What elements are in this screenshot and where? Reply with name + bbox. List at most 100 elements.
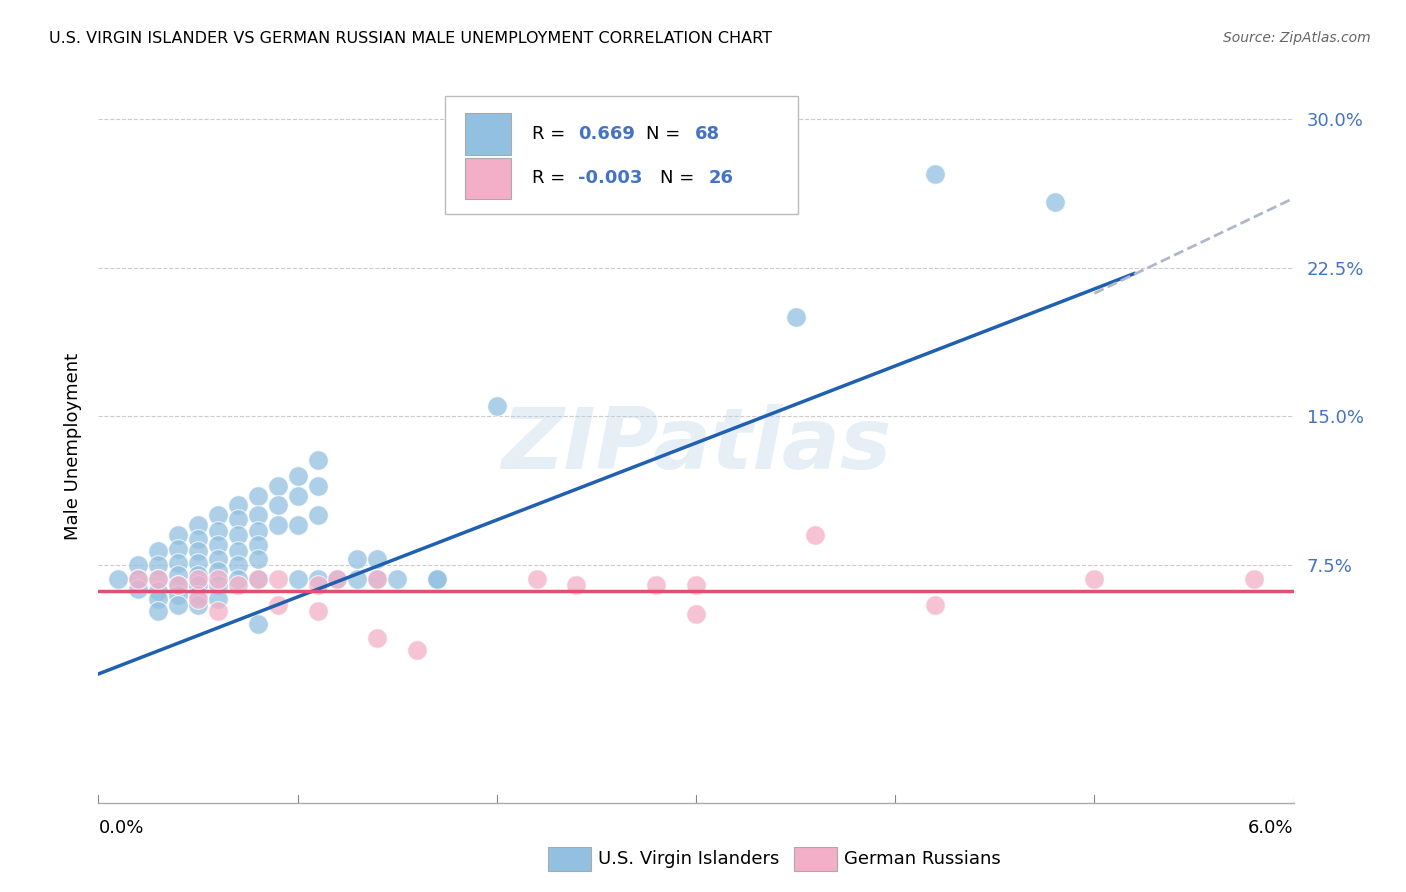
Point — [207, 564, 229, 578]
Point — [167, 598, 190, 612]
Text: German Russians: German Russians — [844, 850, 1000, 868]
Text: 6.0%: 6.0% — [1249, 819, 1294, 837]
Point — [287, 572, 309, 586]
Point — [127, 582, 149, 596]
Point — [485, 400, 508, 414]
FancyBboxPatch shape — [465, 158, 510, 199]
Point — [246, 572, 269, 586]
Text: N =: N = — [661, 169, 695, 187]
Point — [246, 524, 269, 539]
Text: 68: 68 — [695, 125, 720, 143]
Point — [804, 528, 827, 542]
Point — [148, 583, 170, 598]
Point — [246, 489, 269, 503]
Point — [226, 544, 249, 558]
Point — [187, 588, 209, 602]
Point — [1043, 195, 1066, 210]
Point — [287, 518, 309, 533]
Text: -0.003: -0.003 — [578, 169, 643, 187]
Point — [187, 567, 209, 582]
Point — [187, 518, 209, 533]
Point — [127, 572, 149, 586]
Point — [207, 524, 229, 539]
Point — [207, 591, 229, 606]
Text: U.S. VIRGIN ISLANDER VS GERMAN RUSSIAN MALE UNEMPLOYMENT CORRELATION CHART: U.S. VIRGIN ISLANDER VS GERMAN RUSSIAN M… — [49, 31, 772, 46]
Point — [207, 578, 229, 592]
Point — [307, 453, 329, 467]
Point — [307, 578, 329, 592]
Point — [187, 572, 209, 586]
Point — [226, 578, 249, 592]
Point — [924, 598, 946, 612]
Point — [246, 552, 269, 566]
Point — [148, 558, 170, 572]
Point — [526, 572, 548, 586]
FancyBboxPatch shape — [444, 96, 797, 214]
Point — [167, 567, 190, 582]
Point — [1083, 572, 1105, 586]
Point — [246, 572, 269, 586]
Point — [426, 572, 449, 586]
Point — [226, 512, 249, 526]
Point — [167, 556, 190, 570]
Text: 0.669: 0.669 — [578, 125, 634, 143]
Point — [366, 552, 388, 566]
Point — [685, 607, 707, 622]
Point — [267, 499, 290, 513]
Text: 0.0%: 0.0% — [98, 819, 143, 837]
Text: U.S. Virgin Islanders: U.S. Virgin Islanders — [598, 850, 779, 868]
Point — [307, 603, 329, 617]
Point — [246, 617, 269, 632]
Point — [287, 489, 309, 503]
Point — [167, 588, 190, 602]
Point — [127, 572, 149, 586]
Point — [187, 598, 209, 612]
Point — [226, 499, 249, 513]
Point — [148, 544, 170, 558]
Text: N =: N = — [645, 125, 681, 143]
Y-axis label: Male Unemployment: Male Unemployment — [63, 352, 82, 540]
Text: R =: R = — [533, 125, 565, 143]
Point — [366, 572, 388, 586]
Point — [426, 572, 449, 586]
Text: R =: R = — [533, 169, 565, 187]
Point — [565, 578, 588, 592]
Point — [167, 578, 190, 592]
Text: ZIPatlas: ZIPatlas — [501, 404, 891, 488]
Point — [207, 572, 229, 586]
Point — [267, 572, 290, 586]
Point — [148, 572, 170, 586]
Point — [148, 572, 170, 586]
Point — [226, 558, 249, 572]
Point — [148, 591, 170, 606]
Point — [267, 478, 290, 492]
Point — [167, 542, 190, 557]
Point — [366, 632, 388, 646]
Point — [307, 572, 329, 586]
Point — [326, 572, 349, 586]
Point — [346, 552, 368, 566]
Point — [187, 556, 209, 570]
Point — [187, 532, 209, 546]
Point — [226, 528, 249, 542]
Point — [685, 578, 707, 592]
Point — [406, 643, 429, 657]
Point — [785, 310, 807, 325]
Point — [385, 572, 409, 586]
Point — [187, 578, 209, 592]
Point — [246, 508, 269, 523]
Point — [207, 603, 229, 617]
Text: Source: ZipAtlas.com: Source: ZipAtlas.com — [1223, 31, 1371, 45]
Point — [267, 598, 290, 612]
Point — [148, 603, 170, 617]
Text: 26: 26 — [709, 169, 734, 187]
Point — [246, 538, 269, 552]
Point — [924, 168, 946, 182]
Point — [226, 572, 249, 586]
Point — [167, 528, 190, 542]
Point — [307, 508, 329, 523]
Point — [127, 558, 149, 572]
FancyBboxPatch shape — [465, 113, 510, 155]
Point — [346, 572, 368, 586]
Point — [287, 468, 309, 483]
